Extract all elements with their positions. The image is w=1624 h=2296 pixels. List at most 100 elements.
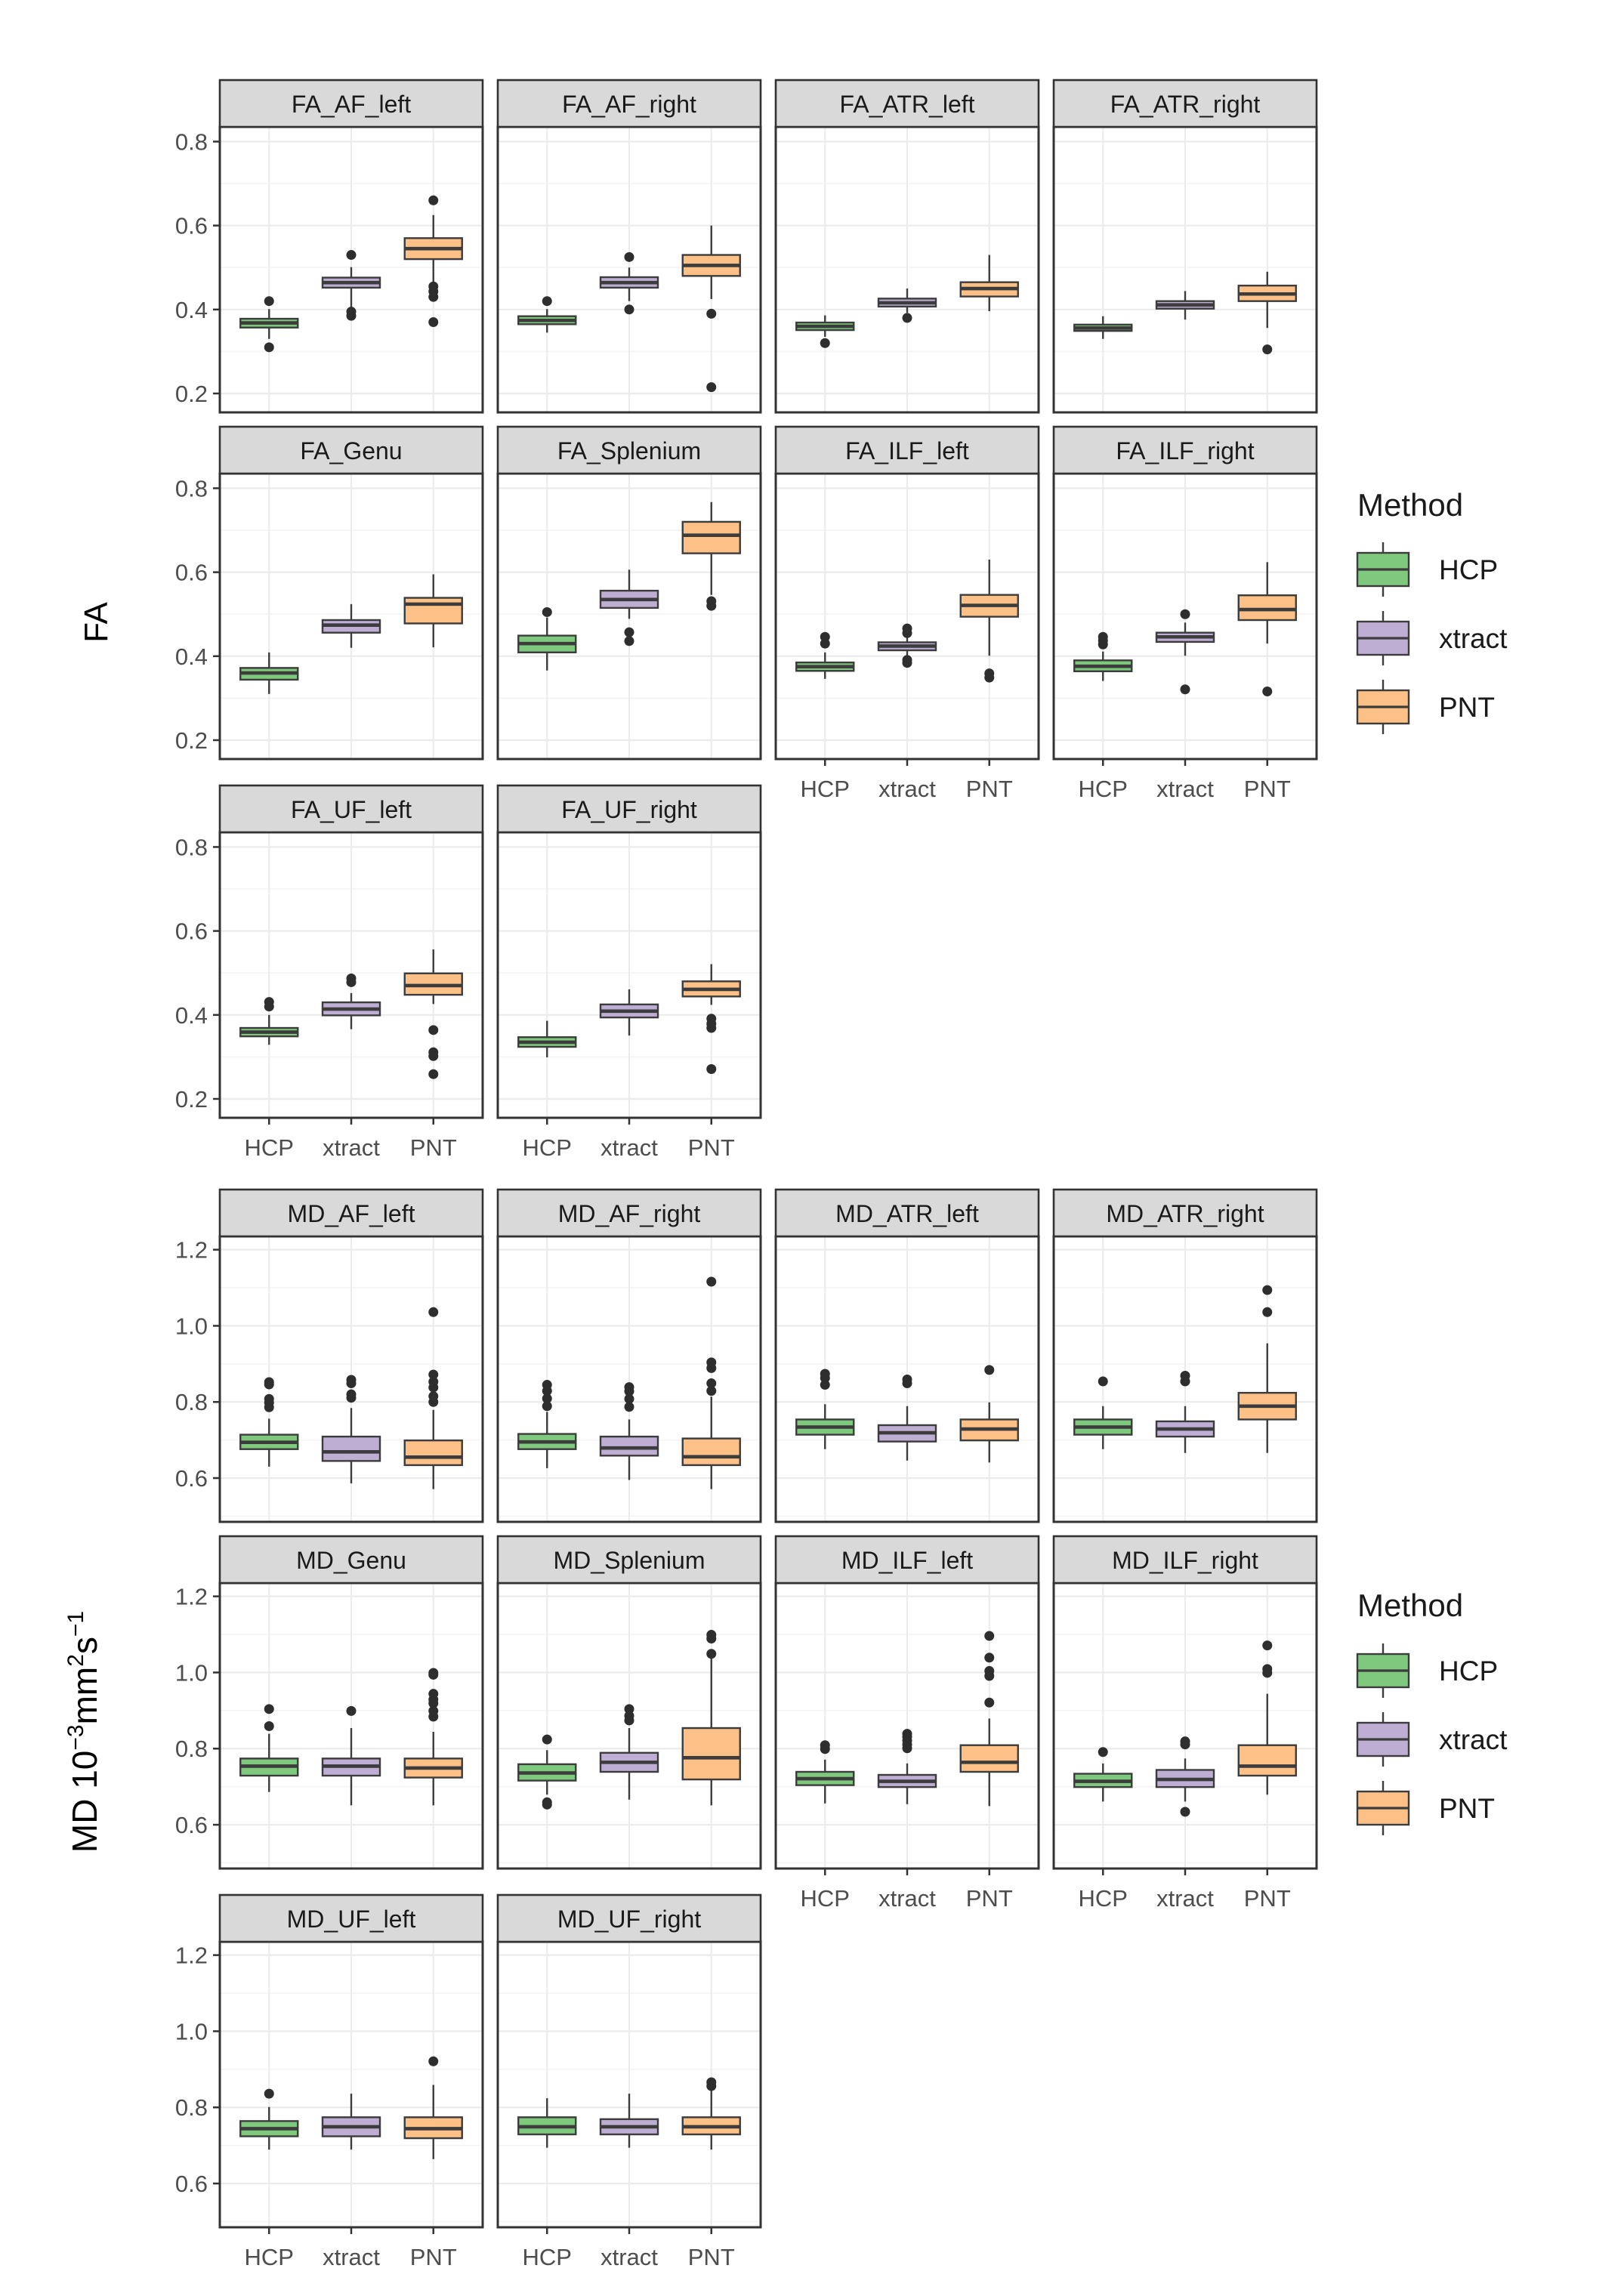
box-FA_Splenium-PNT [681,501,741,611]
outlier-point [624,636,634,647]
x-tick-label-HCP: HCP [245,2244,294,2270]
outlier-point [706,382,717,393]
facet-strip [218,784,484,834]
outlier-point [820,1380,830,1390]
facet-strip-title: MD_UF_left [287,1906,416,1933]
facet-MD_UF_left: MD_UF_left 0.6 0.8 1.0 1.2 HCP xtract PNT [175,1893,484,2270]
outlier-point [624,1704,634,1714]
outlier-point [264,1704,274,1714]
y-tick-label: 0.6 [175,1465,208,1492]
facet-MD_ATR_right: MD_ATR_right [1052,1188,1318,1523]
facet-strip-title: FA_Genu [300,437,402,464]
outlier-point [902,1729,912,1739]
box-MD_ATR_right-PNT [1237,1285,1297,1453]
outlier-point [706,1276,717,1287]
box-MD_ATR_left-HCP [795,1369,855,1449]
x-tick-label-HCP: HCP [523,1134,572,1161]
outlier-point [542,1380,552,1390]
x-tick-label-PNT: PNT [410,1134,457,1161]
box-FA_AF_left-HCP [239,296,299,353]
box-FA_ATR_right-PNT [1237,271,1297,355]
x-tick-label-PNT: PNT [688,1134,735,1161]
x-tick-label-HCP: HCP [523,2244,572,2270]
facet-strip-title: MD_AF_left [288,1200,415,1227]
facet-strip-title: FA_UF_right [561,796,697,823]
box-FA_ILF_right-PNT [1237,562,1297,697]
outlier-point [264,1377,274,1387]
box-FA_UF_left-PNT [403,949,463,1079]
outlier-point [1180,1736,1190,1747]
y-tick-label: 0.8 [175,1389,208,1415]
outlier-point [428,1391,439,1402]
y-tick-label: 0.8 [175,1736,208,1762]
y-tick-label: 0.2 [175,1086,208,1113]
box-FA_UF_right-xtract [599,989,659,1036]
outlier-point [706,1064,717,1075]
facet-strip [1052,425,1318,475]
y-axis-title-text: FA [78,601,115,642]
facet-strip [496,1893,762,1943]
outlier-point [346,1705,357,1716]
y-axis-title-MD: MD 10−3mm2s−1 [63,1611,104,1853]
outlier-point [1180,1807,1190,1817]
outlier-point [624,1382,634,1393]
outlier-point [1262,1640,1273,1651]
facet-strip-title: FA_ILF_left [845,437,969,464]
facet-strip-title: MD_ILF_right [1112,1547,1258,1574]
y-tick-label: 1.0 [175,1313,208,1339]
facet-strip-title: FA_AF_left [292,91,411,118]
legend-key-PNT [1356,680,1410,734]
legend-key-HCP [1356,1643,1410,1698]
box-MD_AF_left-HCP [239,1377,299,1467]
outlier-point [264,1001,274,1012]
box-FA_Genu-PNT [403,574,463,648]
y-tick-label: 0.6 [175,560,208,586]
outlier-point [346,977,357,987]
outlier-point [542,1797,552,1807]
outlier-point [706,1649,717,1659]
outlier-point [428,1025,439,1035]
facet-strip [774,425,1040,475]
box-FA_ILF_left-HCP [795,631,855,679]
legend-MD: Method HCP xtract PNT [1356,1588,1508,1835]
facet-strip [218,1893,484,1943]
y-tick-label: 0.8 [175,834,208,860]
legend-label-xtract: xtract [1439,623,1508,654]
outlier-point [428,2056,439,2066]
outlier-point [984,1665,995,1676]
outlier-point [428,292,439,302]
y-tick-label: 0.2 [175,727,208,754]
outlier-point [706,1023,717,1033]
outlier-point [984,1631,995,1641]
outlier-point [820,1740,830,1751]
facet-strip [1052,1535,1318,1585]
outlier-point [1180,1370,1190,1381]
outlier-point [706,308,717,319]
box-MD_AF_right-xtract [599,1382,659,1480]
x-tick-label-xtract: xtract [323,1134,380,1161]
outlier-point [984,672,995,683]
outlier-point [264,1393,274,1404]
iqr-box [599,1435,659,1457]
outlier-point [428,1369,439,1380]
facet-strip [218,1188,484,1238]
box-MD_UF_right-xtract [599,2094,659,2148]
x-tick-label-xtract: xtract [601,2244,658,2270]
facet-FA_ATR_left: FA_ATR_left [774,79,1040,414]
facet-FA_UF_left: FA_UF_left 0.2 0.4 0.6 0.8 HCP xtract PNT [175,784,484,1161]
outlier-point [1098,639,1108,650]
legend-label-HCP: HCP [1439,554,1498,585]
outlier-point [902,658,912,668]
legend-key-HCP [1356,542,1410,597]
box-MD_ILF_left-HCP [795,1740,855,1804]
facet-MD_ILF_left: MD_ILF_left HCP xtract PNT [774,1535,1040,1912]
x-tick-label-xtract: xtract [601,1134,658,1161]
facet-FA_ATR_right: FA_ATR_right [1052,79,1318,414]
box-FA_AF_right-HCP [517,296,577,333]
iqr-box [681,1727,741,1781]
x-tick-label-xtract: xtract [323,2244,380,2270]
x-tick-label-PNT: PNT [966,1885,1013,1912]
outlier-point [984,1365,995,1375]
x-tick-label-PNT: PNT [410,2244,457,2270]
